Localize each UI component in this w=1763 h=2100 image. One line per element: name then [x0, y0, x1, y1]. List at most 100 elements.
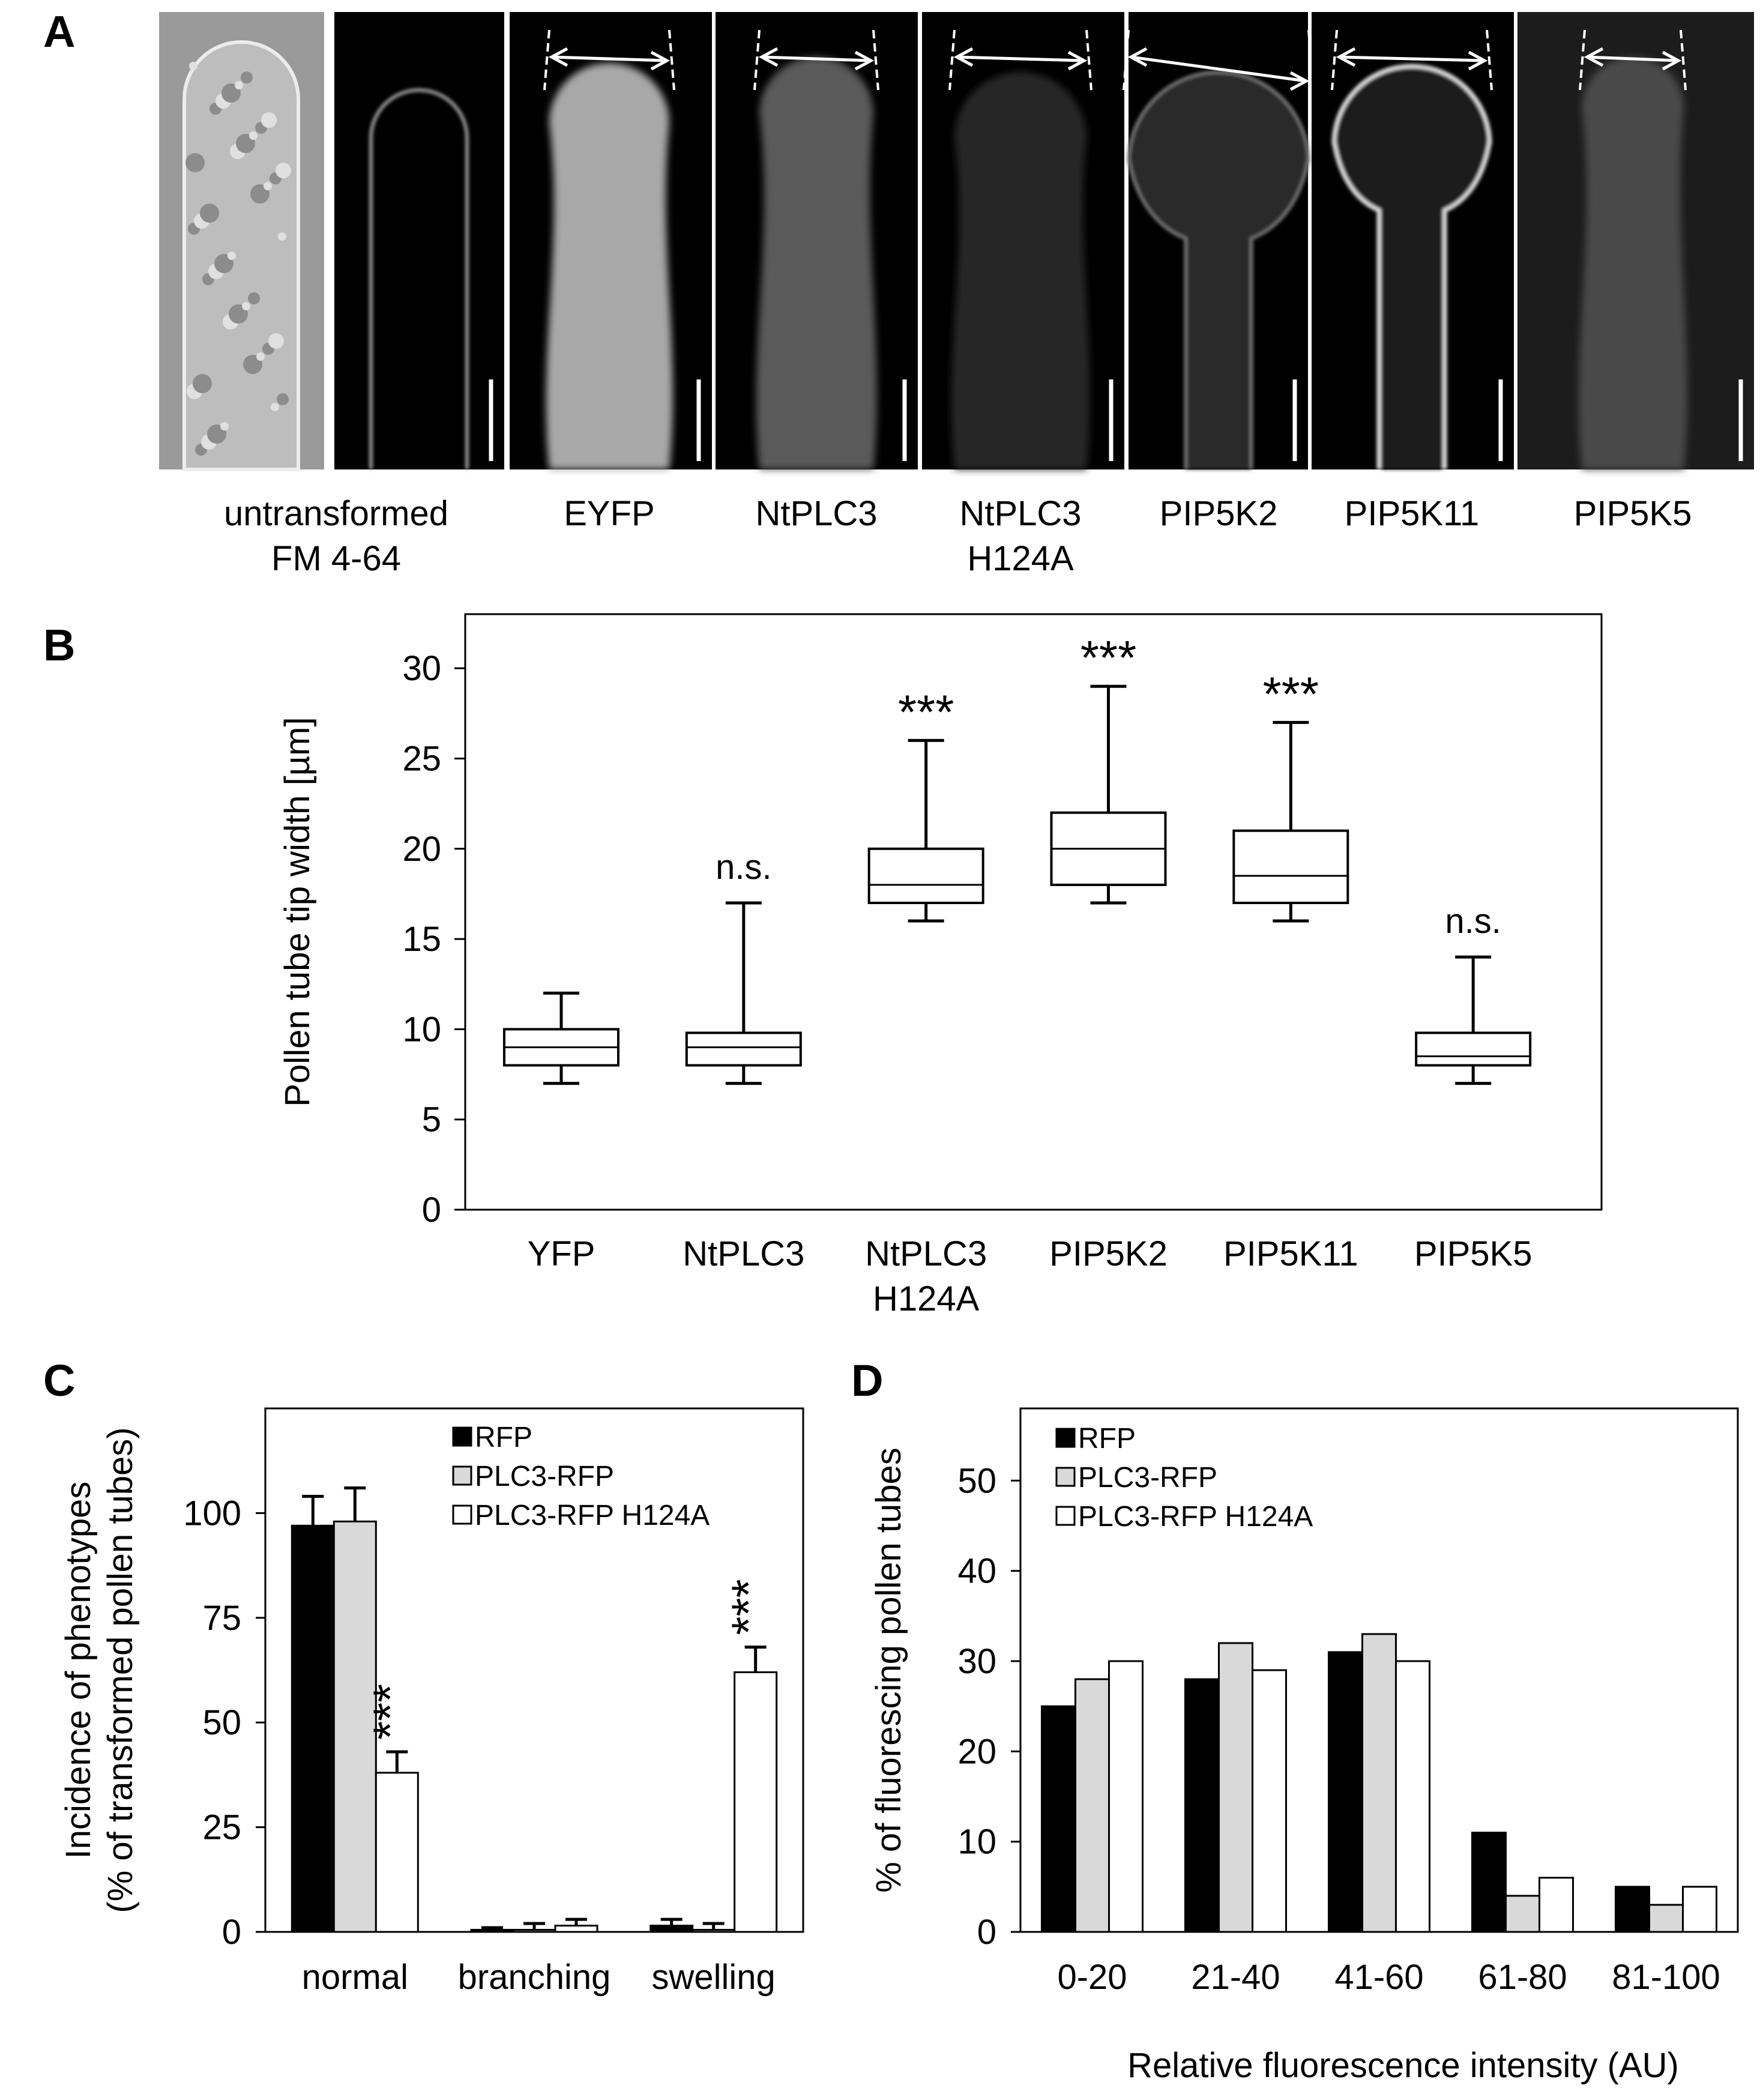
x-category-label: YFP [528, 1234, 595, 1273]
micrograph-background [334, 12, 504, 469]
cytoplasm-granule [207, 424, 226, 444]
box-5: *** PIP5K11 [1223, 667, 1358, 1273]
significance-label: n.s. [716, 848, 772, 887]
micrograph-8 [1517, 12, 1754, 469]
measure-arrowhead-right [1662, 50, 1682, 71]
cytoplasm-granule [229, 304, 248, 324]
measure-guide-left [948, 29, 956, 91]
panel-a: untransformed FM 4-64 EYFP NtPLC3 NtPLC3 H124… [159, 12, 1754, 578]
x-category-label: NtPLC3 [683, 1234, 804, 1273]
cytoplasm-granule [276, 163, 291, 178]
panel-label-c: C [43, 1356, 75, 1405]
measure-arrowhead-left [1127, 47, 1148, 67]
cytoplasm-granule [278, 232, 286, 241]
bar-rfp [1041, 1705, 1076, 1933]
y-tick-label: 0 [977, 1913, 996, 1952]
measure-guide-right [1085, 29, 1092, 91]
measure-guide-right [1680, 29, 1687, 91]
cytoplasm-granule [268, 333, 284, 349]
significance-label: *** [1080, 631, 1136, 684]
iqr-box [867, 847, 984, 904]
bar-plc3-rfp [692, 1929, 736, 1933]
cytoplasm-granule [185, 153, 205, 172]
cytoplasm-granule [256, 352, 265, 361]
y-tick-label: 20 [957, 1732, 996, 1771]
micrograph-6 [1123, 12, 1315, 469]
legend-label: PLC3-RFP H124A [475, 1500, 710, 1531]
measure-arrowhead-left [953, 47, 974, 67]
tube-swollen-tip [1331, 64, 1492, 469]
panel-labels: A B C D [43, 7, 883, 1405]
y-tick-label: 15 [402, 920, 441, 959]
bar-plc3-rfp-h124a [1538, 1877, 1574, 1933]
image-label: untransformed [224, 494, 448, 533]
cytoplasm-granule [277, 393, 289, 405]
cytoplasm-granule [222, 83, 241, 103]
y-tick-label: 10 [957, 1823, 996, 1862]
y-tick-label: 30 [402, 649, 441, 688]
tube-body [546, 63, 673, 469]
tube-body [756, 57, 877, 469]
iqr-box [685, 1031, 802, 1067]
cytoplasm-granule [271, 403, 279, 411]
measure-guide-left [543, 29, 550, 91]
measure-arrowhead-left [1584, 47, 1604, 67]
micrograph-7 [1312, 12, 1514, 469]
significance-label: *** [722, 1579, 776, 1635]
x-category-label: 41-60 [1334, 1958, 1423, 1997]
measure-arrowhead-left [758, 47, 779, 67]
bar-rfp [649, 1925, 694, 1933]
significance-label: *** [898, 685, 954, 738]
iqr-box [1232, 829, 1349, 904]
significance-label: *** [1263, 667, 1319, 720]
measure-guide-left [753, 29, 761, 91]
measure-guide-right [1486, 29, 1493, 91]
measure-arrowhead-left [548, 47, 568, 67]
image-label: PIP5K5 [1574, 494, 1692, 533]
y-axis-label: % of fluorescing pollen tubes [869, 1447, 908, 1893]
micrograph-4 [716, 12, 918, 469]
bar-plc3-rfp [1074, 1678, 1110, 1933]
x-category-label: PIP5K11 [1223, 1234, 1358, 1273]
bar-rfp [1615, 1886, 1650, 1933]
cytoplasm-granule [250, 184, 270, 204]
panel-d: 0 10 20 30 40 50 0-20 21-40 41-60 61-80 81-100 RFP P… [869, 1407, 1739, 2085]
bar-plc3-rfp-h124a [734, 1671, 778, 1933]
box-3: *** NtPLC3 H124A [865, 685, 987, 1318]
y-axis-label: (% of transformed pollen tubes) [101, 1427, 140, 1913]
y-tick-label: 20 [402, 830, 441, 869]
x-category-label: normal [302, 1958, 408, 1997]
bar-rfp [470, 1929, 514, 1933]
x-category-label: PIP5K5 [1414, 1234, 1532, 1273]
cytoplasm-granule [214, 254, 234, 273]
bar-plc3-rfp-h124a [1682, 1886, 1717, 1933]
bar-plc3-rfp [512, 1929, 556, 1933]
measure-arrowhead-left [1336, 47, 1356, 67]
micrograph-5 [922, 12, 1124, 469]
measure-guide-right [872, 29, 879, 91]
y-tick-label: 30 [957, 1642, 996, 1681]
measure-arrow-line [956, 55, 1085, 62]
legend-label: RFP [1078, 1423, 1136, 1455]
bar-rfp [1328, 1651, 1363, 1933]
significance-label: n.s. [1445, 902, 1501, 941]
x-category-label: 61-80 [1478, 1958, 1567, 1997]
cytoplasm-granule [220, 422, 229, 430]
bar-plc3-rfp-h124a [1395, 1660, 1430, 1933]
y-tick-label: 10 [402, 1010, 441, 1049]
panel-label-d: D [851, 1356, 883, 1405]
measure-guide-left [1579, 29, 1586, 91]
measure-arrow-line [761, 55, 872, 62]
measure-arrowhead-right [1289, 71, 1310, 91]
bar-plc3-rfp [1648, 1904, 1684, 1933]
legend-swatch [452, 1504, 472, 1525]
box-4: *** PIP5K2 [1049, 631, 1168, 1273]
measure-arrowhead-right [1067, 50, 1088, 71]
tube-swollen-tip [1127, 70, 1310, 469]
bar-plc3-rfp-h124a [375, 1772, 419, 1933]
x-axis-label: Relative fluorescence intensity (AU) [1127, 2046, 1679, 2085]
panel-label-a: A [43, 7, 75, 56]
measure-arrowhead-right [1468, 50, 1488, 71]
x-category-label: 21-40 [1191, 1958, 1280, 1997]
micrograph-3 [510, 12, 712, 469]
